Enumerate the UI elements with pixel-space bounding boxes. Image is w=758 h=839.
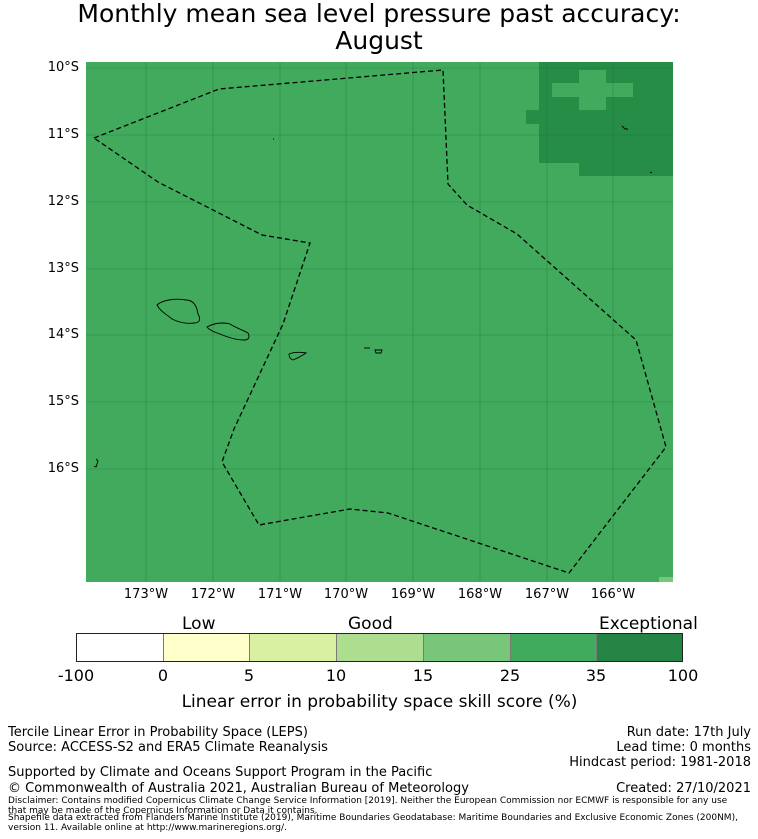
- shapefile-credit-line1: Shapefile data extracted from Flanders M…: [8, 813, 738, 823]
- colorbar-tick-100: 100: [667, 666, 699, 685]
- good-skill-pocket: [552, 70, 633, 110]
- tutuila-island: [288, 351, 308, 361]
- disclaimer-line1: Disclaimer: Contains modified Copernicus…: [8, 796, 728, 806]
- islet-west: [93, 458, 99, 468]
- colorbar-segment-neg100-0: [77, 634, 164, 661]
- category-label-low: Low: [182, 614, 216, 634]
- lat-label-13s: 13°S: [47, 261, 79, 276]
- colorbar-tick-5: 5: [243, 666, 255, 685]
- footer-run-date: Run date: 17th July: [626, 725, 751, 740]
- lon-label-169w: 169°W: [390, 587, 436, 602]
- colorbar-tick-35: 35: [585, 666, 607, 685]
- lat-label-11s: 11°S: [47, 127, 79, 142]
- lon-label-170w: 170°W: [323, 587, 369, 602]
- lon-label-167w: 167°W: [524, 587, 570, 602]
- category-label-good: Good: [348, 614, 393, 634]
- colorbar-tick-15: 15: [412, 666, 434, 685]
- lat-label-10s: 10°S: [47, 60, 79, 75]
- lat-label-15s: 15°S: [47, 394, 79, 409]
- colorbar-tick-25: 25: [499, 666, 521, 685]
- lat-label-14s: 14°S: [47, 327, 79, 342]
- map-canvas: [86, 62, 673, 582]
- colorbar-segment-0-5: [164, 634, 250, 661]
- footer-copyright: © Commonwealth of Australia 2021, Austra…: [8, 781, 469, 796]
- eez-boundary: [92, 69, 667, 574]
- colorbar-tick-0: 0: [157, 666, 169, 685]
- lat-label-12s: 12°S: [47, 194, 79, 209]
- shapefile-credit-line2: version 11. Available online at http://w…: [8, 823, 287, 833]
- colorbar-segment-10-15: [337, 634, 424, 661]
- map-title-line2: August: [335, 26, 423, 55]
- colorbar-segment-35-100: [597, 634, 682, 661]
- lon-label-172w: 172°W: [190, 587, 236, 602]
- islands: [93, 125, 653, 468]
- skill-map: [86, 62, 673, 582]
- disclaimer-line2: that may be made of the Copernicus Infor…: [8, 806, 318, 816]
- colorbar-segment-5-10: [250, 634, 337, 661]
- colorbar-label: Linear error in probability space skill …: [181, 692, 578, 712]
- lon-label-166w: 166°W: [590, 587, 636, 602]
- colorbar-tick-neg100: -100: [57, 666, 95, 685]
- lon-label-168w: 168°W: [457, 587, 503, 602]
- colorbar: [76, 633, 683, 662]
- footer-support: Supported by Climate and Oceans Support …: [8, 765, 433, 780]
- map-title-line1: Monthly mean sea level pressure past acc…: [77, 0, 681, 28]
- category-label-exceptional: Exceptional: [599, 614, 698, 634]
- light-skill-cell: [659, 577, 673, 582]
- lat-label-16s: 16°S: [47, 461, 79, 476]
- tau-island: [374, 349, 383, 354]
- footer-lead-time: Lead time: 0 months: [616, 740, 751, 755]
- colorbar-segment-25-35: [511, 634, 597, 661]
- upolu-island: [206, 322, 250, 341]
- lon-label-173w: 173°W: [123, 587, 169, 602]
- footer-source: Source: ACCESS-S2 and ERA5 Climate Reana…: [8, 740, 328, 755]
- colorbar-tick-10: 10: [325, 666, 347, 685]
- footer-method: Tercile Linear Error in Probability Spac…: [8, 725, 308, 740]
- graticule: [86, 62, 673, 582]
- atoll-north-east: [621, 125, 628, 130]
- savaii-island: [156, 298, 201, 324]
- footer-created: Created: 27/10/2021: [616, 781, 751, 796]
- footer-hindcast-period: Hindcast period: 1981-2018: [569, 755, 751, 770]
- lon-label-171w: 171°W: [257, 587, 303, 602]
- colorbar-segment-15-25: [424, 634, 511, 661]
- islet-east: [649, 171, 653, 174]
